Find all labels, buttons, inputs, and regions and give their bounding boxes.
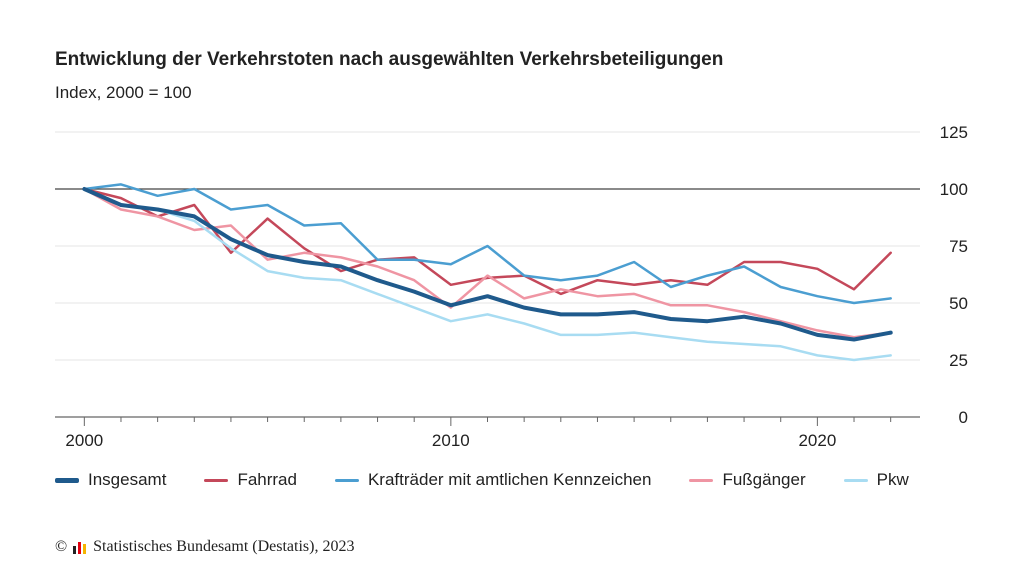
y-tick-label-125: 125 [940, 123, 968, 142]
legend-item-fahrrad: Fahrrad [204, 470, 297, 490]
legend-swatch [334, 478, 359, 482]
chart-title: Entwicklung der Verkehrstoten nach ausge… [55, 49, 724, 70]
legend-item-fussgaenger: Fußgänger [689, 470, 806, 490]
legend-label: Krafträder mit amtlichen Kennzeichen [367, 470, 652, 489]
legend-item-insgesamt: Insgesamt [55, 470, 166, 490]
legend-label: Fahrrad [237, 470, 297, 489]
series-line-fahrrad [83, 187, 892, 296]
y-tick-label-25: 25 [949, 351, 968, 370]
legend-label: Fußgänger [722, 470, 806, 489]
copyright-symbol: © [55, 538, 68, 555]
legend-swatch [843, 478, 868, 482]
source-text: Statistisches Bundesamt (Destatis), 2023 [93, 538, 355, 555]
legend-swatch [55, 477, 79, 483]
x-tick-label-2010: 2010 [432, 431, 470, 450]
x-tick-label-2020: 2020 [798, 431, 836, 450]
y-tick-label-0: 0 [959, 408, 968, 427]
chart-subtitle: Index, 2000 = 100 [55, 83, 192, 102]
legend-swatch [689, 478, 714, 482]
x-tick-label-2000: 2000 [65, 431, 103, 450]
chart-legend: Insgesamt Fahrrad Krafträder mit amtlichen… [55, 470, 947, 490]
legend-item-pkw: Pkw [843, 470, 909, 490]
y-tick-label-100: 100 [940, 180, 968, 199]
destatis-logo-icon [73, 542, 87, 554]
series-line-kraftraeder [83, 183, 892, 305]
series-line-fussgaenger [83, 187, 892, 339]
legend-label: Pkw [876, 470, 909, 489]
y-tick-label-75: 75 [949, 237, 968, 256]
legend-swatch [204, 478, 229, 482]
source-footer: © Statistisches Bundesamt (Destatis), 20… [55, 538, 354, 556]
series-line-insgesamt [82, 187, 893, 342]
y-tick-label-50: 50 [949, 294, 968, 313]
legend-label: Insgesamt [88, 470, 167, 489]
series-line-pkw [83, 187, 892, 362]
legend-item-kraftraeder: Krafträder mit amtlichen Kennzeichen [334, 470, 652, 490]
